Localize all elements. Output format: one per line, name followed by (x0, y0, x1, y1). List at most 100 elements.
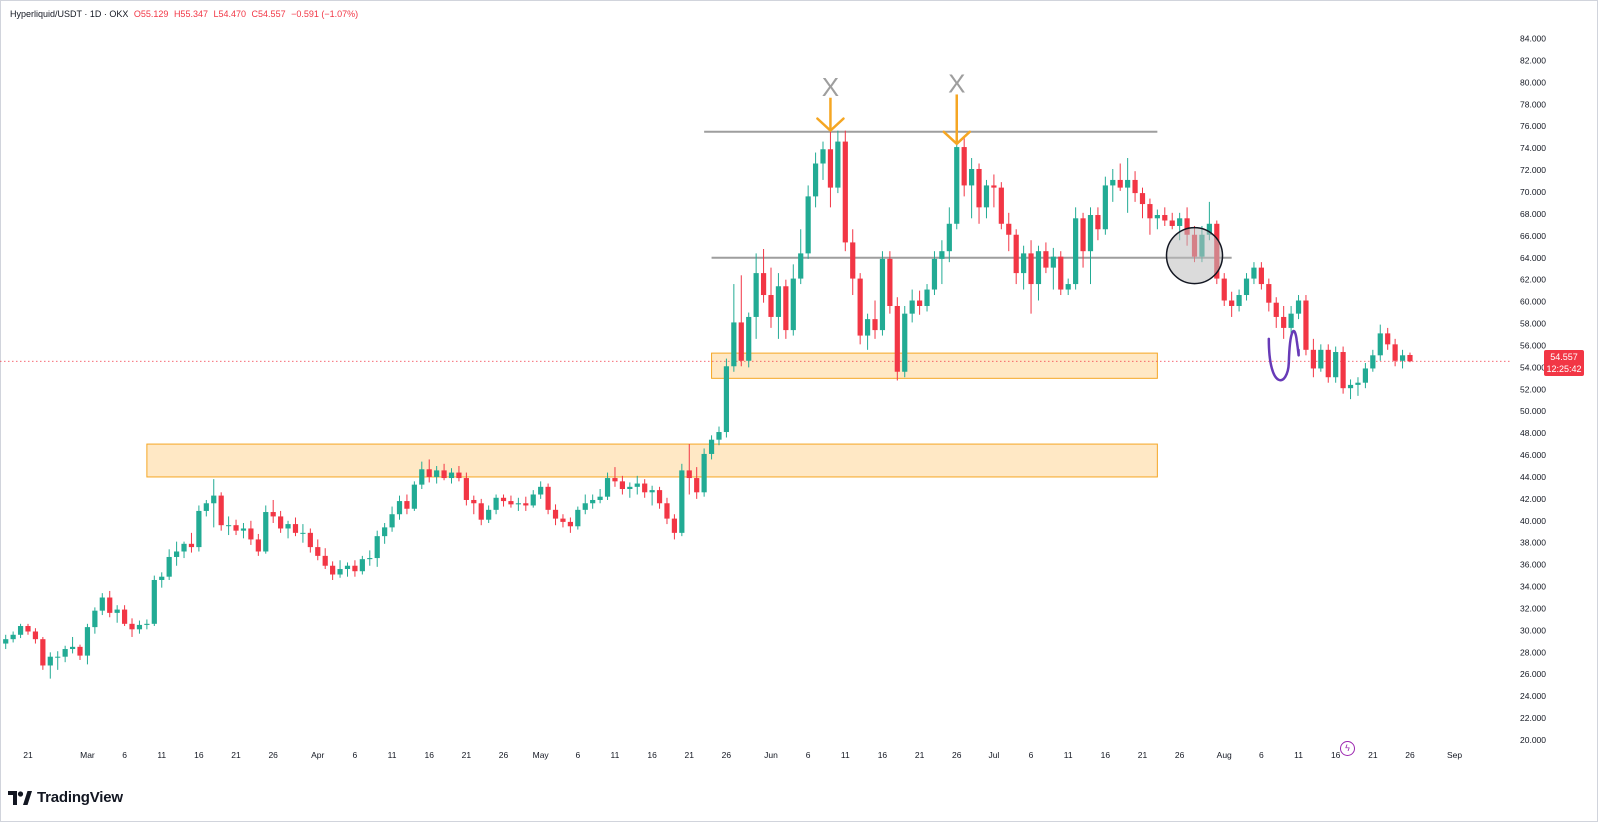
candle-body (121, 609, 128, 624)
candle-body (382, 527, 388, 537)
candle (300, 524, 306, 543)
candle (991, 174, 997, 208)
candle-body (1028, 253, 1034, 285)
candle (1236, 289, 1242, 312)
time-tick-label: Aug (1217, 750, 1232, 760)
candle (218, 492, 224, 531)
time-tick-label: May (533, 750, 550, 760)
candle (961, 136, 967, 197)
price-tick-label: 60.000 (1520, 297, 1546, 307)
candle (656, 486, 663, 509)
candle-body (523, 503, 529, 506)
candle (1377, 324, 1383, 361)
price-tick-label: 38.000 (1520, 538, 1546, 548)
time-tick-label: Jun (764, 750, 778, 760)
price-tick-label: 62.000 (1520, 275, 1546, 285)
candle (902, 305, 908, 378)
candle-body (188, 543, 195, 548)
candle (159, 572, 165, 588)
candle-body (40, 639, 46, 666)
candle-body (396, 501, 403, 515)
price-tick-label: 46.000 (1520, 450, 1546, 460)
price-tick-label: 76.000 (1520, 121, 1546, 131)
candle-body (1043, 251, 1049, 268)
candle (404, 494, 410, 515)
candle-body (493, 497, 499, 510)
candle-body (991, 185, 997, 188)
candle-body (508, 501, 514, 505)
breakdown-circle (1165, 226, 1224, 285)
candle (1013, 229, 1019, 285)
candle (649, 485, 655, 506)
candle-body (575, 509, 581, 527)
candle-body (530, 494, 536, 506)
candle (1347, 379, 1354, 400)
candle (92, 607, 98, 634)
price-tick-label: 50.000 (1520, 406, 1546, 416)
candle-body (389, 514, 395, 528)
candle-body (679, 470, 685, 533)
price-axis[interactable]: 84.000 82.000 80.000 78.000 76.000 74.000 72.0… (1520, 34, 1546, 745)
candle-body (887, 258, 893, 306)
candle-body (872, 319, 878, 331)
lightning-icon[interactable]: ϟ (1340, 741, 1355, 756)
candle (181, 541, 187, 559)
candle-body (196, 510, 202, 548)
candle (1154, 209, 1160, 230)
time-axis[interactable]: 21 Mar 6 11 16 21 26 Apr 6 11 16 21 26 May 6 11 16 21 26 Ju… (23, 750, 1462, 760)
candle (775, 273, 782, 339)
time-tick-label: 6 (122, 750, 127, 760)
candle (575, 506, 581, 530)
candle-body (902, 313, 908, 372)
lower-support-zone (146, 443, 1158, 478)
arrow-head (816, 117, 845, 132)
low-value: L54.470 (213, 9, 247, 19)
time-tick-label: 6 (1259, 750, 1264, 760)
candle (359, 555, 365, 575)
candle-body (1273, 302, 1279, 317)
price-tick-label: 80.000 (1520, 77, 1546, 87)
candle (1102, 176, 1108, 235)
bar-countdown: 12:25:42 (1546, 364, 1582, 374)
tradingview-logo-icon (8, 790, 32, 805)
candle (887, 251, 893, 314)
candle (820, 141, 826, 180)
candle (708, 435, 715, 460)
candle-body (1281, 316, 1287, 328)
candle (857, 273, 863, 345)
candle (426, 459, 432, 483)
candle-body (1102, 185, 1108, 230)
candle (62, 645, 68, 663)
candle-body (17, 626, 24, 635)
candle-body (1095, 215, 1101, 230)
tradingview-brand[interactable]: TradingView (8, 789, 123, 806)
candle (1325, 344, 1331, 383)
candle (1251, 262, 1257, 285)
candle (1355, 377, 1361, 396)
candle-body (1206, 223, 1212, 235)
candle-body (731, 322, 737, 367)
candle (382, 522, 388, 544)
candle-body (181, 543, 187, 552)
candle-body (634, 483, 640, 487)
time-tick-label: 16 (878, 750, 888, 760)
price-tick-label: 28.000 (1520, 647, 1546, 657)
candle-body (374, 536, 380, 559)
candle-body (69, 646, 76, 650)
candle-body (1295, 300, 1302, 314)
candle (32, 628, 39, 644)
candle-body (1177, 218, 1183, 226)
brand-name: TradingView (37, 789, 123, 806)
candle (255, 533, 261, 556)
candle-body (694, 478, 700, 493)
candle (1392, 338, 1398, 367)
candle-body (426, 469, 432, 477)
candle-body (976, 168, 982, 208)
candle (590, 494, 596, 509)
time-tick-label: 21 (462, 750, 472, 760)
candle-body (1080, 218, 1086, 252)
candle (344, 562, 351, 577)
candle-body (1399, 355, 1406, 361)
symbol-label[interactable]: Hyperliquid/USDT · 1D · OKX (10, 9, 129, 19)
